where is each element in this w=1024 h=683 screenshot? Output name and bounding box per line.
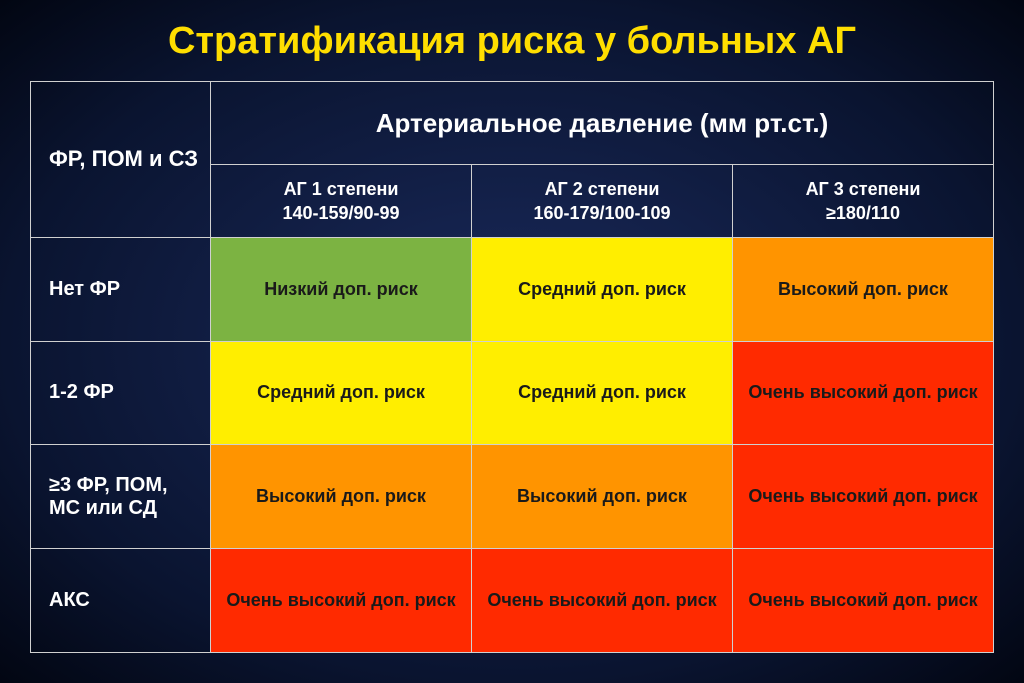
col-header-1: АГ 1 степени 140-159/90-99: [211, 165, 472, 238]
col-header-line: 140-159/90-99: [282, 203, 399, 223]
risk-table: ФР, ПОМ и СЗ Артериальное давление (мм р…: [30, 81, 994, 653]
slide: Стратификация риска у больных АГ ФР, ПОМ…: [0, 0, 1024, 683]
risk-cell: Высокий доп. риск: [733, 237, 994, 341]
table-row: Нет ФР Низкий доп. риск Средний доп. рис…: [31, 237, 994, 341]
risk-cell: Очень высокий доп. риск: [733, 445, 994, 549]
header-top: Артериальное давление (мм рт.ст.): [211, 82, 994, 165]
risk-cell: Высокий доп. риск: [211, 445, 472, 549]
row-label: АКС: [31, 549, 211, 653]
risk-cell: Средний доп. риск: [472, 341, 733, 445]
col-header-line: 160-179/100-109: [533, 203, 670, 223]
risk-cell: Средний доп. риск: [211, 341, 472, 445]
slide-title: Стратификация риска у больных АГ: [30, 20, 994, 63]
col-header-line: ≥180/110: [826, 203, 900, 223]
table-row: 1-2 ФР Средний доп. риск Средний доп. ри…: [31, 341, 994, 445]
col-header-line: АГ 3 степени: [806, 179, 921, 199]
risk-cell: Средний доп. риск: [472, 237, 733, 341]
risk-cell: Высокий доп. риск: [472, 445, 733, 549]
col-header-2: АГ 2 степени 160-179/100-109: [472, 165, 733, 238]
row-label: ≥3 ФР, ПОМ, МС или СД: [31, 445, 211, 549]
risk-cell: Низкий доп. риск: [211, 237, 472, 341]
table-row: АКС Очень высокий доп. риск Очень высоки…: [31, 549, 994, 653]
risk-cell: Очень высокий доп. риск: [733, 341, 994, 445]
header-left: ФР, ПОМ и СЗ: [31, 82, 211, 238]
risk-cell: Очень высокий доп. риск: [211, 549, 472, 653]
row-label: 1-2 ФР: [31, 341, 211, 445]
header-row-main: ФР, ПОМ и СЗ Артериальное давление (мм р…: [31, 82, 994, 165]
col-header-3: АГ 3 степени ≥180/110: [733, 165, 994, 238]
row-label: Нет ФР: [31, 237, 211, 341]
risk-cell: Очень высокий доп. риск: [472, 549, 733, 653]
col-header-line: АГ 1 степени: [284, 179, 399, 199]
risk-cell: Очень высокий доп. риск: [733, 549, 994, 653]
table-row: ≥3 ФР, ПОМ, МС или СД Высокий доп. риск …: [31, 445, 994, 549]
col-header-line: АГ 2 степени: [545, 179, 660, 199]
